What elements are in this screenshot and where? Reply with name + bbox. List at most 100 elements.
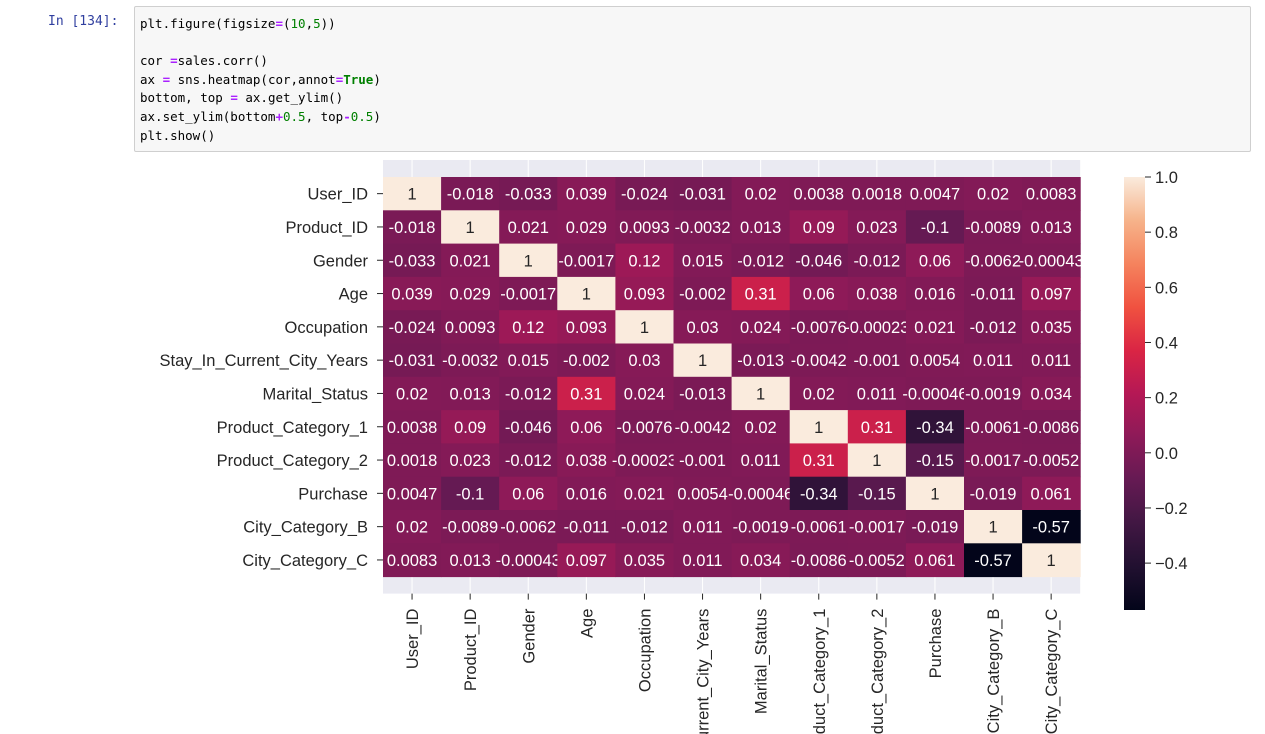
heatmap-cell	[964, 476, 1023, 511]
x-tick-label: Product_Category_2	[869, 609, 887, 734]
heatmap-cell	[731, 476, 791, 511]
cell-annotation: 0.0054	[910, 352, 960, 370]
y-tick-label: Purchase	[298, 485, 368, 503]
cell-annotation: -0.018	[389, 219, 436, 237]
cell-annotation: 0.06	[512, 485, 544, 503]
code-cell[interactable]: plt.figure(figsize=(10,5)) cor =sales.co…	[134, 6, 1251, 152]
heatmap-cell	[964, 276, 1023, 311]
x-tick-label: Product_Category_1	[811, 609, 829, 734]
heatmap-cell	[499, 243, 558, 278]
heatmap-cell	[847, 177, 907, 211]
heatmap-cell	[847, 210, 907, 245]
cell-annotation: 0.093	[566, 319, 607, 337]
heatmap-cell	[964, 177, 1023, 211]
cell-annotation: 0.12	[628, 252, 660, 270]
heatmap-cell	[847, 476, 907, 511]
cell-annotation: -0.0061	[965, 419, 1021, 437]
heatmap-cell	[1022, 343, 1081, 378]
heatmap-cell	[731, 543, 791, 578]
x-tick-label: Marital_Status	[753, 609, 771, 714]
y-tick-label: City_Category_C	[242, 552, 368, 570]
cell-annotation: 0.061	[914, 552, 955, 570]
cell-annotation: -0.0052	[1023, 452, 1079, 470]
heatmap-cell	[905, 543, 965, 578]
cell-annotation: 1	[872, 452, 881, 470]
cell-annotation: 0.09	[454, 419, 486, 437]
heatmap-cell	[847, 276, 907, 311]
y-tick-label: Occupation	[285, 319, 368, 337]
cell-annotation: -0.019	[970, 485, 1017, 503]
cell-annotation: 0.0083	[1026, 186, 1076, 204]
heatmap-cell	[441, 210, 500, 245]
heatmap-cell	[1022, 476, 1081, 511]
heatmap-cell	[615, 243, 674, 278]
heatmap-cell	[499, 177, 558, 211]
heatmap-cell	[383, 177, 442, 211]
cell-annotation: 0.013	[740, 219, 781, 237]
heatmap-cell	[383, 210, 442, 245]
heatmap-cell	[789, 343, 849, 378]
cell-annotation: 0.06	[803, 286, 835, 304]
heatmap-cell	[1022, 510, 1081, 544]
heatmap-cell	[557, 310, 616, 344]
cell-annotation: -0.00043	[1019, 252, 1084, 270]
cell-annotation: 0.011	[973, 352, 1013, 370]
cell-annotation: 0.0083	[387, 552, 437, 570]
heatmap-cell	[731, 310, 791, 344]
heatmap-cell	[673, 210, 733, 245]
cell-annotation: -0.57	[1032, 519, 1070, 537]
heatmap-cell	[557, 510, 616, 544]
heatmap-cell	[615, 376, 674, 411]
heatmap-cell	[905, 276, 965, 311]
heatmap-cell	[673, 276, 733, 311]
code-editor[interactable]: plt.figure(figsize=(10,5)) cor =sales.co…	[140, 15, 381, 145]
cell-annotation: 0.023	[856, 219, 897, 237]
cell-annotation: -0.031	[679, 186, 726, 204]
cell-annotation: -0.018	[447, 186, 494, 204]
heatmap-cell	[905, 210, 965, 245]
heatmap-cell	[441, 410, 500, 444]
cell-annotation: -0.34	[916, 419, 954, 437]
heatmap-cell	[615, 343, 674, 378]
heatmap-cell	[615, 276, 674, 311]
cell-annotation: -0.15	[858, 485, 896, 503]
cell-annotation: -0.013	[679, 385, 726, 403]
cell-annotation: -0.011	[970, 286, 1016, 304]
heatmap-cell	[499, 476, 558, 511]
cell-annotation: 0.011	[857, 385, 897, 403]
cell-annotation: 0.02	[396, 385, 428, 403]
heatmap-cell	[673, 243, 733, 278]
heatmap-cell	[847, 543, 907, 578]
cell-annotation: 0.011	[683, 552, 723, 570]
cell-annotation: -0.0042	[675, 419, 731, 437]
heatmap-cell	[1022, 310, 1081, 344]
cell-annotation: -0.34	[800, 485, 838, 503]
heatmap-cell	[441, 543, 500, 578]
cell-annotation: 1	[1047, 552, 1056, 570]
x-tick-label: Occupation	[636, 609, 654, 692]
cell-annotation: -0.046	[795, 252, 842, 270]
heatmap-cell	[557, 376, 616, 411]
heatmap-cell	[557, 410, 616, 444]
heatmap-cell	[789, 543, 849, 578]
heatmap-cell	[383, 476, 442, 511]
heatmap-cell	[557, 210, 616, 245]
cell-annotation: -0.1	[456, 485, 484, 503]
colorbar-tick-label: 0.2	[1155, 390, 1178, 408]
cell-annotation: 0.011	[1031, 352, 1071, 370]
cell-annotation: 0.034	[1031, 385, 1072, 403]
cell-annotation: 0.061	[1031, 485, 1072, 503]
cell-annotation: -0.0076	[791, 319, 847, 337]
y-tick-label: Gender	[313, 252, 369, 270]
heatmap-cell	[789, 476, 849, 511]
cell-annotation: 0.0018	[852, 186, 902, 204]
x-tick-label: Product_ID	[462, 609, 480, 692]
heatmap-cell	[673, 476, 733, 511]
heatmap-cell	[383, 410, 442, 444]
heatmap-cell	[847, 410, 907, 444]
heatmap-cell	[1022, 376, 1081, 411]
cell-annotation: 0.035	[624, 552, 665, 570]
cell-annotation: -0.00046	[902, 385, 967, 403]
heatmap-cell	[673, 443, 733, 478]
heatmap-cell	[673, 510, 733, 544]
